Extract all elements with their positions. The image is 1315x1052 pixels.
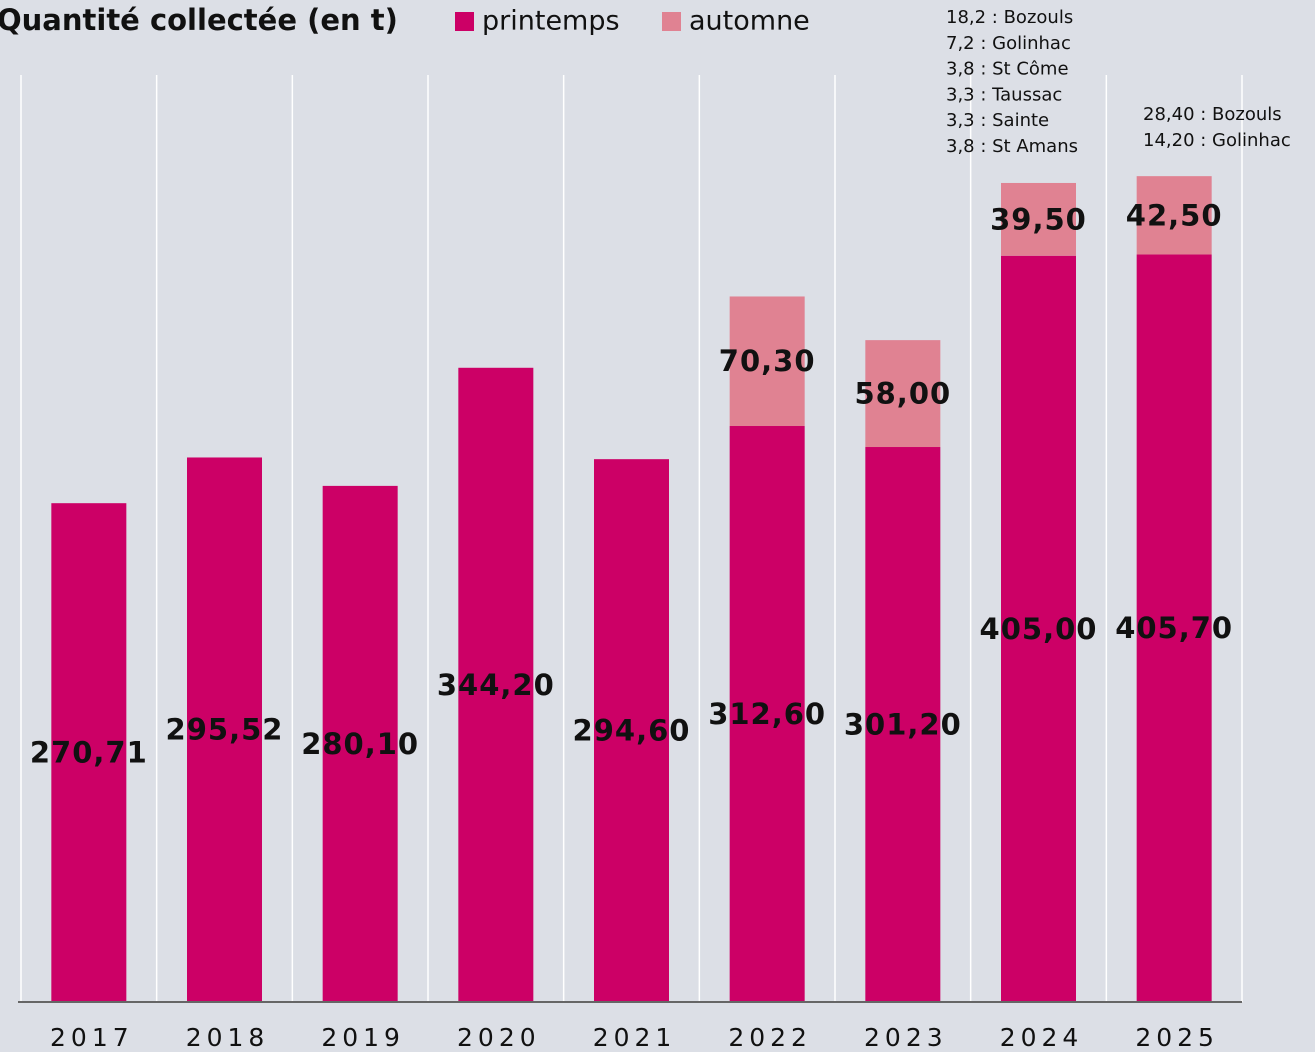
bar-segment <box>322 485 398 1003</box>
bar-segment <box>1136 254 1212 1002</box>
legend-swatch <box>662 12 681 31</box>
bar-segment <box>594 459 669 1002</box>
bar-segment <box>865 340 941 448</box>
legend-label: printemps <box>482 6 620 37</box>
value-label: 344,20 <box>437 668 555 702</box>
x-tick-label: 2024 <box>1000 1023 1084 1052</box>
x-tick-label: 2020 <box>457 1023 541 1052</box>
value-label: 405,00 <box>980 612 1098 646</box>
x-tick-label: 2021 <box>593 1023 677 1052</box>
bar-segment <box>1001 182 1076 256</box>
annotation: 3,3 : Sainte <box>946 110 1049 131</box>
value-label: 270,71 <box>30 736 148 770</box>
x-tick-label: 2017 <box>50 1023 134 1052</box>
value-label: 301,20 <box>844 708 962 742</box>
value-label: 39,50 <box>990 202 1087 236</box>
value-label: 58,00 <box>854 377 951 411</box>
x-tick-label: 2023 <box>864 1023 948 1052</box>
value-label: 312,60 <box>708 697 826 731</box>
bar-segment <box>187 457 262 1002</box>
annotation: 18,2 : Bozouls <box>946 7 1073 28</box>
bar-segment <box>458 367 534 1002</box>
annotation: 3,8 : St Amans <box>946 136 1078 157</box>
x-tick-label: 2022 <box>728 1023 812 1052</box>
bar-segment <box>1136 176 1212 255</box>
value-label: 294,60 <box>573 714 691 748</box>
legend-label: automne <box>689 6 810 37</box>
bar-segment <box>729 426 805 1002</box>
bar-segment <box>729 296 805 427</box>
bar-segment <box>51 503 127 1002</box>
bar-segment <box>1001 255 1076 1002</box>
legend-swatch <box>455 12 474 31</box>
annotation: 3,8 : St Côme <box>946 59 1069 80</box>
value-label: 405,70 <box>1115 611 1233 645</box>
annotation: 28,40 : Bozouls <box>1143 104 1282 125</box>
annotation: 3,3 : Taussac <box>946 84 1062 105</box>
x-tick-label: 2025 <box>1135 1023 1219 1052</box>
value-label: 280,10 <box>301 727 419 761</box>
chart-title: Quantité collectée (en t) <box>0 3 398 37</box>
value-label: 295,52 <box>166 713 284 747</box>
bar-segment <box>865 447 941 1002</box>
annotation: 14,20 : Golinhac <box>1143 130 1291 151</box>
value-label: 42,50 <box>1126 198 1223 232</box>
x-tick-label: 2019 <box>321 1023 405 1052</box>
x-tick-label: 2018 <box>186 1023 270 1052</box>
value-label: 70,30 <box>719 344 816 378</box>
annotation: 7,2 : Golinhac <box>946 33 1071 54</box>
